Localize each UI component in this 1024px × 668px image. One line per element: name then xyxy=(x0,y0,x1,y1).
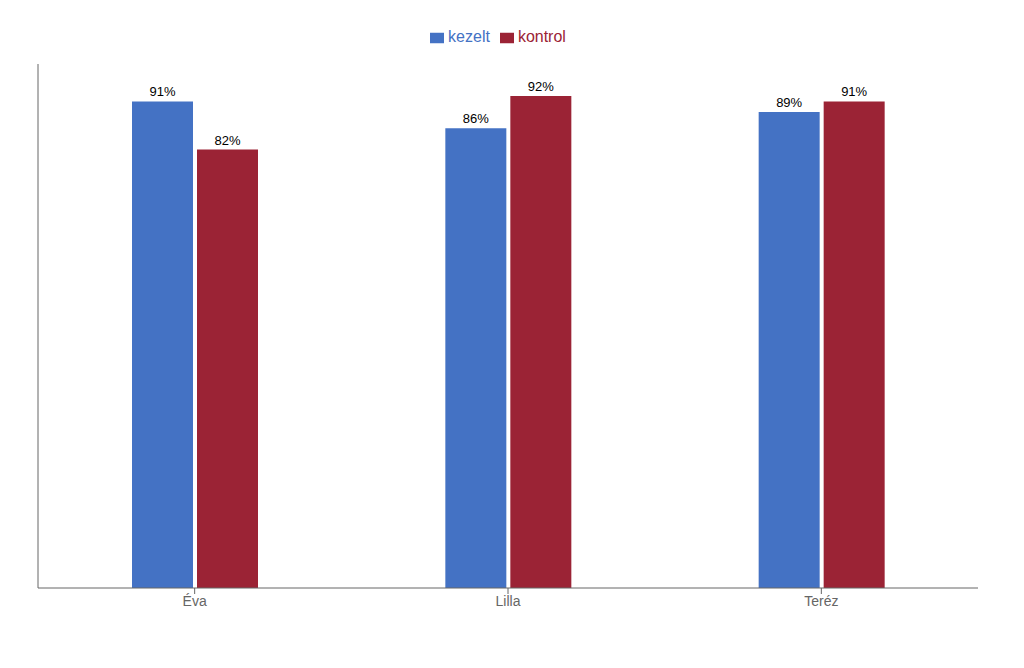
svg-text:89%: 89% xyxy=(776,95,802,110)
svg-text:91%: 91% xyxy=(841,84,867,99)
svg-text:Lilla: Lilla xyxy=(496,593,521,609)
svg-text:Éva: Éva xyxy=(183,593,207,609)
svg-text:92%: 92% xyxy=(528,79,554,94)
svg-text:Teréz: Teréz xyxy=(804,593,838,609)
html-text:kezelt: kezelt xyxy=(448,28,490,45)
svg-text:86%: 86% xyxy=(463,111,489,126)
svg-text:82%: 82% xyxy=(214,133,240,148)
html-text:kontrol: kontrol xyxy=(517,28,566,45)
svg-text:91%: 91% xyxy=(149,84,175,99)
